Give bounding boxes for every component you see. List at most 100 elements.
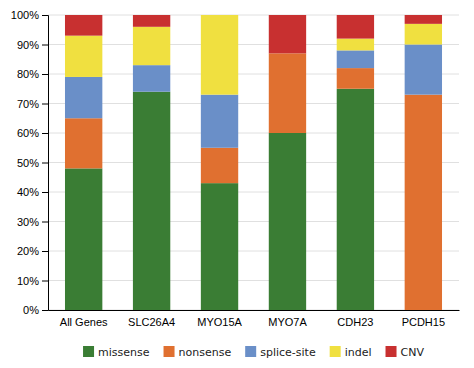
bar-segment bbox=[405, 45, 442, 95]
legend-swatch bbox=[330, 346, 341, 357]
x-axis-line bbox=[49, 310, 460, 311]
bar-segment bbox=[337, 68, 374, 89]
bar-segment bbox=[337, 50, 374, 68]
x-tick: All Genes bbox=[60, 310, 108, 328]
legend: missense nonsense splice-site indel CNV bbox=[83, 346, 424, 359]
bar-segment bbox=[201, 15, 238, 16]
plot: 0% 10% 20% 30% 40% 50% 60% 70% 80% 90% 100% All Gen… bbox=[11, 9, 460, 328]
bar-segment bbox=[201, 148, 238, 183]
x-tick: MYO7A bbox=[268, 310, 307, 328]
y-tick-label: 100% bbox=[11, 9, 39, 21]
legend-swatch bbox=[83, 346, 94, 357]
y-tick-mark bbox=[42, 15, 48, 16]
y-tick-mark bbox=[42, 281, 48, 282]
y-tick: 30% bbox=[17, 216, 48, 228]
y-tick-mark bbox=[42, 310, 48, 311]
grid-line bbox=[48, 280, 459, 281]
bar-segment bbox=[201, 15, 238, 95]
x-tick-label: MYO15A bbox=[197, 316, 242, 328]
y-tick-label: 80% bbox=[17, 68, 39, 80]
legend-item: CNV bbox=[386, 346, 425, 359]
y-tick: 10% bbox=[17, 275, 48, 287]
legend-item: splice-site bbox=[245, 346, 316, 359]
series bbox=[65, 15, 442, 95]
grid bbox=[48, 15, 459, 310]
y-axis: 0% 10% 20% 30% 40% 50% 60% 70% 80% 90% 100% bbox=[11, 9, 49, 316]
legend-item: indel bbox=[330, 346, 372, 359]
y-tick-label: 50% bbox=[17, 157, 39, 169]
legend-swatch bbox=[386, 346, 397, 357]
bars bbox=[65, 15, 442, 310]
bar-segment bbox=[133, 27, 170, 65]
bar-segment bbox=[405, 24, 442, 45]
bar-segment bbox=[65, 168, 102, 310]
y-tick: 40% bbox=[17, 186, 48, 198]
x-tick: SLC26A4 bbox=[128, 310, 175, 328]
bar-segment bbox=[337, 89, 374, 310]
y-tick: 100% bbox=[11, 9, 48, 21]
x-tick: CDH23 bbox=[337, 310, 373, 328]
x-tick-label: PCDH15 bbox=[402, 316, 445, 328]
legend-swatch bbox=[164, 346, 175, 357]
x-tick: MYO15A bbox=[197, 310, 242, 328]
x-tick-label: MYO7A bbox=[268, 316, 307, 328]
series bbox=[65, 15, 442, 53]
bar-segment bbox=[201, 95, 238, 148]
series bbox=[65, 89, 374, 310]
bar-segment bbox=[337, 15, 374, 39]
grid-line bbox=[48, 44, 459, 45]
series bbox=[65, 53, 442, 310]
grid-line bbox=[48, 251, 459, 252]
bar-segment bbox=[65, 77, 102, 118]
x-tick-label: SLC26A4 bbox=[128, 316, 175, 328]
y-tick-label: 10% bbox=[17, 275, 39, 287]
y-tick-label: 60% bbox=[17, 127, 39, 139]
chart: 0% 10% 20% 30% 40% 50% 60% 70% 80% 90% 100% All Gen… bbox=[0, 0, 474, 368]
bar-segment bbox=[133, 15, 170, 27]
bar-segment bbox=[65, 118, 102, 168]
legend-item: nonsense bbox=[164, 346, 232, 359]
legend-item: missense bbox=[83, 346, 150, 359]
bar-segment bbox=[269, 133, 306, 310]
y-tick-label: 40% bbox=[17, 186, 39, 198]
bar-segment bbox=[133, 92, 170, 310]
bar-segment bbox=[269, 53, 306, 133]
legend-swatch bbox=[245, 346, 256, 357]
x-tick-label: All Genes bbox=[60, 316, 108, 328]
legend-label: nonsense bbox=[179, 346, 232, 359]
bar-segment bbox=[65, 36, 102, 77]
y-tick-mark bbox=[42, 133, 48, 134]
y-tick: 80% bbox=[17, 68, 48, 80]
grid-line bbox=[48, 310, 459, 311]
x-tick: PCDH15 bbox=[402, 310, 445, 328]
x-axis: All Genes SLC26A4 MYO15A MYO7A CDH23 PCDH15 bbox=[49, 310, 460, 328]
y-tick: 70% bbox=[17, 98, 48, 110]
grid-line bbox=[48, 162, 459, 163]
y-tick: 50% bbox=[17, 157, 48, 169]
bar-segment bbox=[337, 39, 374, 51]
x-tick-label: CDH23 bbox=[337, 316, 373, 328]
legend-label: indel bbox=[345, 346, 372, 359]
y-tick: 0% bbox=[23, 304, 48, 316]
bar-segment bbox=[65, 15, 102, 36]
y-tick-mark bbox=[42, 192, 48, 193]
y-tick-mark bbox=[42, 74, 48, 75]
bar-segment bbox=[405, 15, 442, 24]
y-tick: 90% bbox=[17, 39, 48, 51]
y-tick-mark bbox=[42, 104, 48, 105]
series bbox=[65, 45, 442, 148]
y-tick-label: 90% bbox=[17, 39, 39, 51]
y-tick-mark bbox=[42, 222, 48, 223]
grid-line bbox=[48, 103, 459, 104]
y-tick-mark bbox=[42, 163, 48, 164]
legend-label: splice-site bbox=[260, 346, 316, 359]
y-tick-mark bbox=[42, 251, 48, 252]
y-tick: 20% bbox=[17, 245, 48, 257]
bar-segment bbox=[269, 15, 306, 53]
y-tick-label: 20% bbox=[17, 245, 39, 257]
bar-segment bbox=[405, 95, 442, 310]
y-tick: 60% bbox=[17, 127, 48, 139]
legend-label: missense bbox=[98, 346, 150, 359]
grid-line bbox=[48, 221, 459, 222]
legend-label: CNV bbox=[401, 346, 425, 359]
